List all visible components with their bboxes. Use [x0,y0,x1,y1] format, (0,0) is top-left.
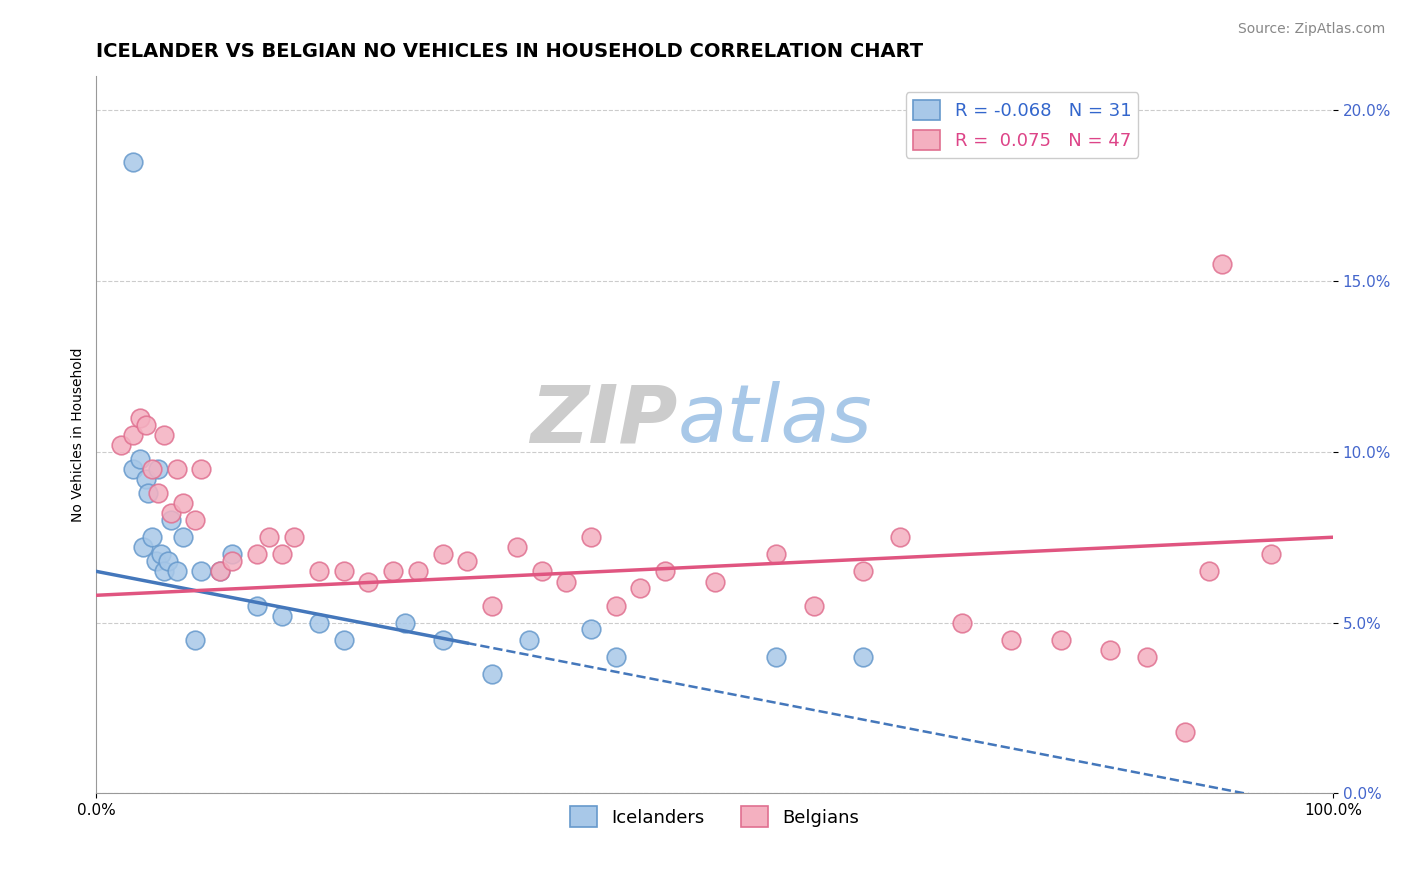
Point [852,649,875,664]
Point [481,666,503,681]
Point [765,649,787,664]
Point [579,623,602,637]
Point [382,565,405,579]
Point [153,565,176,579]
Legend: Icelanders, Belgians: Icelanders, Belgians [562,799,866,835]
Y-axis label: No Vehicles in Household: No Vehicles in Household [72,348,86,522]
Point [1050,632,1073,647]
Point [654,565,676,579]
Point [270,547,292,561]
Point [506,541,529,555]
Point [357,574,380,589]
Point [1136,649,1159,664]
Point [221,554,243,568]
Text: atlas: atlas [678,382,872,459]
Point [166,462,188,476]
Point [132,541,155,555]
Point [157,554,180,568]
Point [605,649,627,664]
Point [184,513,207,527]
Point [1198,565,1220,579]
Point [406,565,429,579]
Point [530,565,553,579]
Point [432,632,454,647]
Point [703,574,725,589]
Point [852,565,875,579]
Point [159,506,181,520]
Point [246,547,269,561]
Point [950,615,973,630]
Point [394,615,416,630]
Point [122,427,145,442]
Point [555,574,578,589]
Point [481,599,503,613]
Point [889,530,911,544]
Point [190,565,212,579]
Point [605,599,627,613]
Point [153,427,176,442]
Point [128,410,150,425]
Point [190,462,212,476]
Point [332,632,354,647]
Point [630,582,652,596]
Point [579,530,602,544]
Point [141,462,163,476]
Text: Source: ZipAtlas.com: Source: ZipAtlas.com [1237,22,1385,37]
Point [172,530,194,544]
Point [432,547,454,561]
Point [141,530,163,544]
Point [283,530,305,544]
Point [308,615,330,630]
Point [135,417,157,432]
Point [159,513,181,527]
Point [517,632,540,647]
Point [221,547,243,561]
Point [208,565,231,579]
Point [1099,643,1122,657]
Point [145,554,167,568]
Point [128,451,150,466]
Point [172,496,194,510]
Point [1260,547,1282,561]
Point [1000,632,1022,647]
Point [148,462,170,476]
Point [332,565,354,579]
Point [1173,724,1195,739]
Point [208,565,231,579]
Text: ZIP: ZIP [530,382,678,459]
Point [136,486,159,500]
Point [122,154,145,169]
Point [259,530,281,544]
Point [122,462,145,476]
Point [110,438,132,452]
Point [765,547,787,561]
Point [148,486,170,500]
Point [246,599,269,613]
Point [308,565,330,579]
Point [149,547,172,561]
Point [1211,257,1233,271]
Point [135,472,157,486]
Point [166,565,188,579]
Point [803,599,825,613]
Point [456,554,478,568]
Point [270,608,292,623]
Text: ICELANDER VS BELGIAN NO VEHICLES IN HOUSEHOLD CORRELATION CHART: ICELANDER VS BELGIAN NO VEHICLES IN HOUS… [97,42,924,61]
Point [184,632,207,647]
